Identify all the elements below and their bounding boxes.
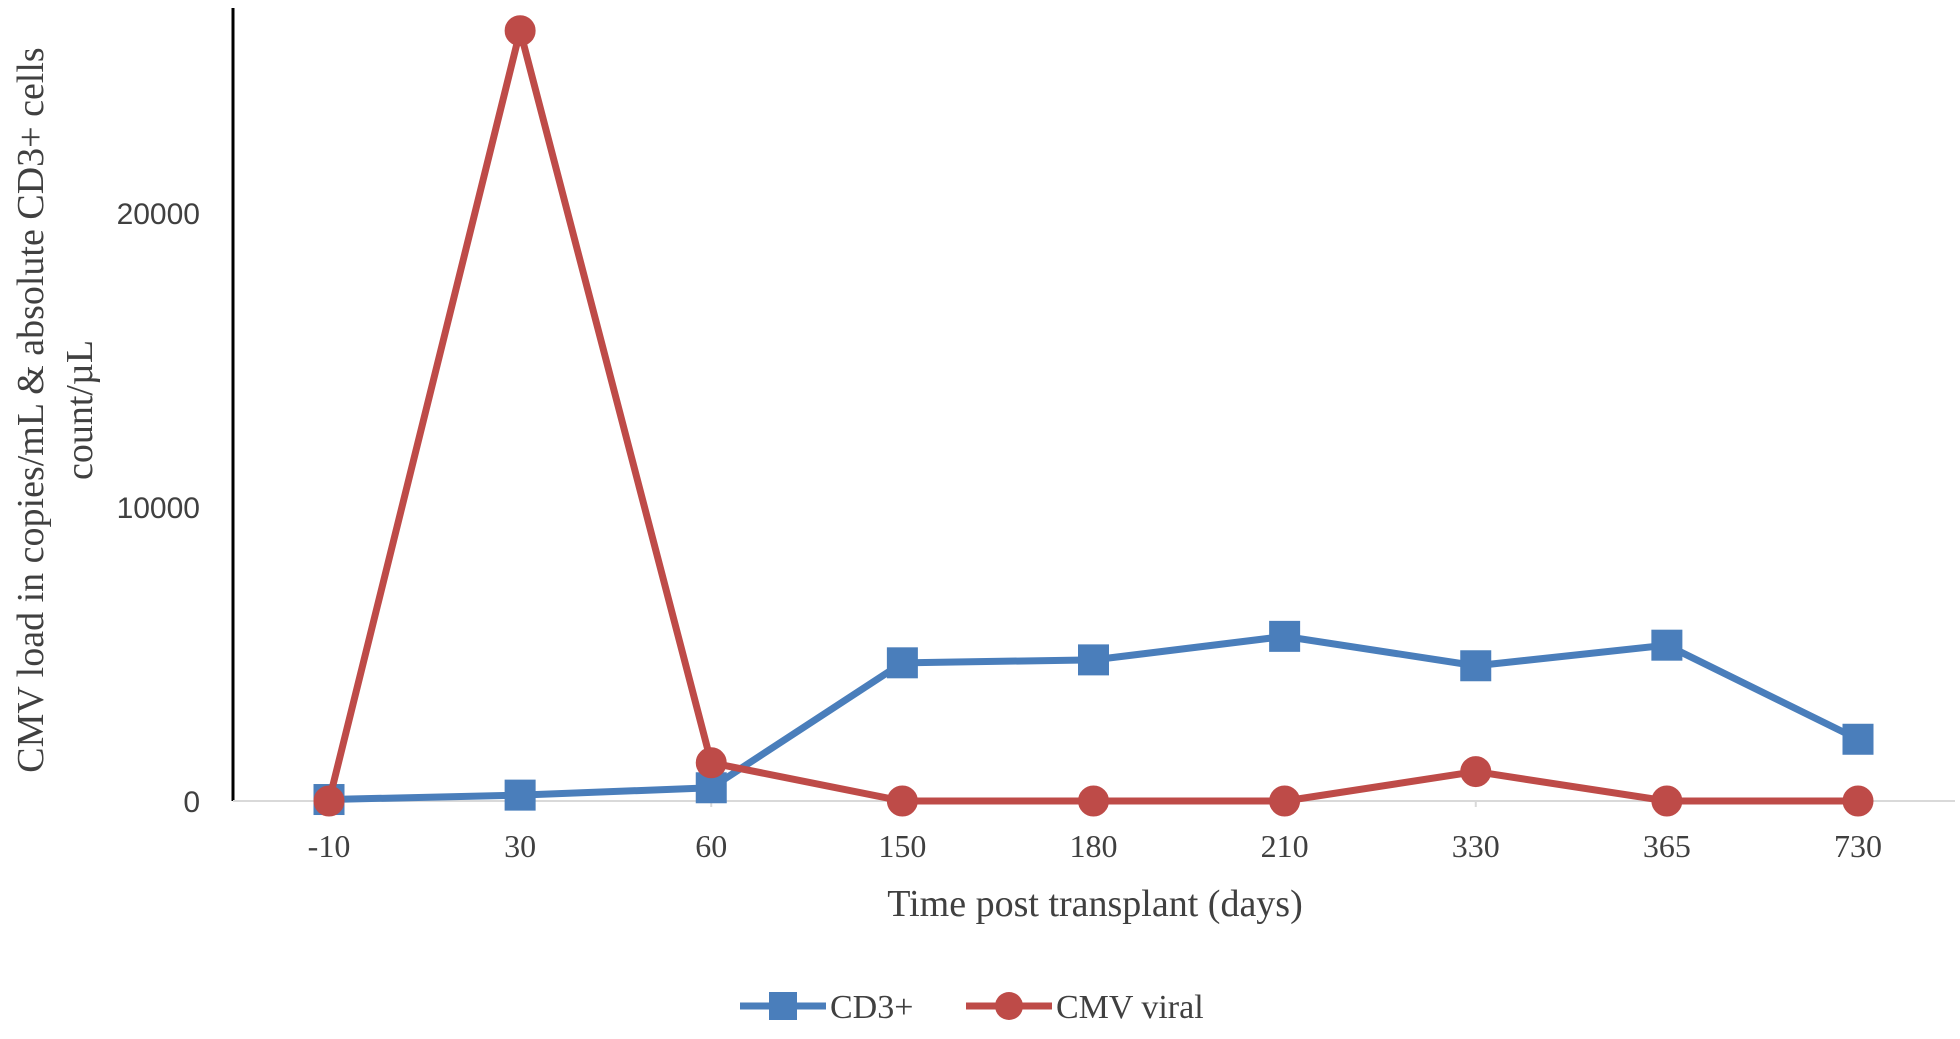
x-tick-label: 60 bbox=[695, 828, 727, 864]
legend-item: CD3+ bbox=[740, 989, 913, 1026]
data-point-marker bbox=[886, 785, 918, 817]
x-axis-title: Time post transplant (days) bbox=[887, 883, 1303, 925]
data-point-marker bbox=[1842, 723, 1874, 755]
legend-circle-marker bbox=[995, 992, 1023, 1020]
series-line bbox=[325, 27, 1862, 805]
legend-label: CD3+ bbox=[830, 989, 913, 1026]
x-tick-label: 210 bbox=[1261, 828, 1309, 864]
series-group bbox=[313, 15, 1874, 817]
x-tick-label: 150 bbox=[878, 828, 926, 864]
x-tick-labels: -10 30 60 150 180 210 330 365 730 bbox=[308, 801, 1882, 864]
legend-square-marker bbox=[769, 992, 797, 1020]
data-point-marker bbox=[504, 779, 536, 811]
x-tick-label: -10 bbox=[308, 828, 351, 864]
legend: CD3+ CMV viral bbox=[740, 989, 1204, 1026]
data-point-marker bbox=[1269, 785, 1301, 817]
data-point-marker bbox=[1842, 785, 1874, 817]
data-point-marker bbox=[695, 747, 727, 779]
x-tick-label: 730 bbox=[1834, 828, 1882, 864]
legend-item: CMV viral bbox=[966, 989, 1204, 1026]
x-tick-label: 30 bbox=[504, 828, 536, 864]
y-axis-title-line-1: CMV load in copies/mL & absolute CD3+ ce… bbox=[10, 47, 52, 772]
data-point-marker bbox=[1651, 785, 1683, 817]
data-point-marker bbox=[1460, 756, 1492, 788]
y-tick-label: 0 bbox=[183, 786, 200, 819]
legend-label: CMV viral bbox=[1056, 989, 1204, 1026]
y-tick-label: 20000 bbox=[117, 198, 200, 231]
axes bbox=[231, 8, 1955, 802]
data-point-marker bbox=[504, 15, 536, 47]
series-cmv-viral bbox=[313, 15, 1874, 817]
data-point-marker bbox=[1078, 644, 1109, 676]
data-point-marker bbox=[1269, 620, 1301, 652]
y-tick-label: 10000 bbox=[117, 492, 200, 525]
x-tick-label: 180 bbox=[1070, 828, 1118, 864]
y-axis-title: CMV load in copies/mL & absolute CD3+ ce… bbox=[10, 47, 101, 772]
data-point-marker bbox=[1460, 650, 1492, 682]
x-tick-label: 330 bbox=[1452, 828, 1500, 864]
data-point-marker bbox=[1651, 629, 1683, 661]
x-tick-label: 365 bbox=[1643, 828, 1691, 864]
y-axis-title-line-2: count/µL bbox=[59, 340, 101, 480]
data-point-marker bbox=[886, 647, 918, 679]
y-tick-labels: 0 10000 20000 bbox=[117, 198, 200, 819]
data-point-marker bbox=[313, 785, 345, 817]
data-point-marker bbox=[1078, 785, 1109, 817]
